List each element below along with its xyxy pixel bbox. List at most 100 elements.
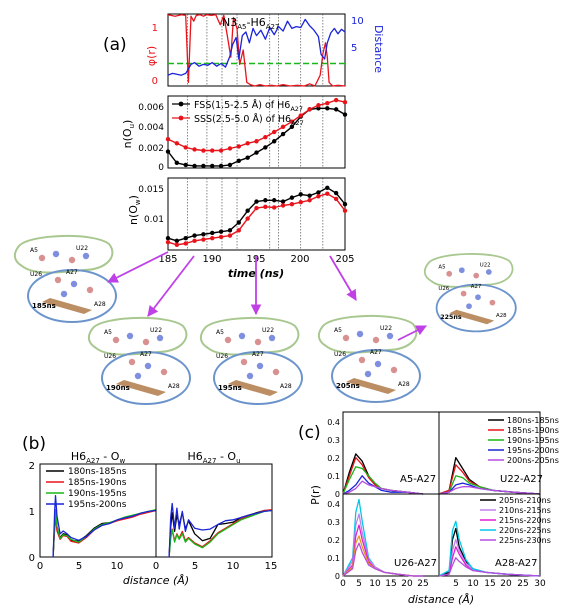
c4-legend-3: 220ns-225ns	[499, 526, 551, 535]
residue-label-a28: A28	[168, 383, 180, 390]
domain-outline-lower	[101, 351, 191, 405]
a3-red-point-0	[165, 239, 171, 245]
b2-series-green	[168, 509, 273, 558]
c3-series-purple	[342, 542, 423, 577]
c1-ytick-1: 0.1	[327, 472, 340, 481]
a2-black-point-7	[227, 162, 233, 168]
b2-xtick-0: 0	[153, 561, 159, 572]
a2-red-point-9	[245, 141, 250, 146]
a1-title: N3A5-H6A27	[222, 16, 279, 31]
b2-title-sub: A27	[203, 457, 217, 465]
residue-label-a27: A27	[252, 351, 264, 358]
a1-ytick-right-0: 5	[351, 43, 357, 54]
snapshot-2: A5 U22 U26 A27 A28 195ns	[199, 317, 303, 405]
atom-0	[38, 254, 46, 262]
c1-ytick-3: 0.3	[327, 436, 340, 445]
residue-label-u26: U26	[104, 353, 116, 360]
b1-series-red	[52, 509, 157, 558]
atom-1	[458, 267, 465, 274]
a3-red-point-19	[333, 196, 339, 202]
c3-xtick-4: 20	[401, 579, 413, 589]
b1-series-black	[52, 509, 157, 558]
a3-red-point-11	[263, 204, 268, 209]
a2-black-point-17	[316, 106, 321, 111]
a2-black-point-5	[210, 163, 215, 169]
atom-0	[446, 270, 453, 277]
c4-label: A28-A27	[495, 558, 538, 569]
b2-title-b: - O	[216, 450, 236, 463]
a2-black-point-8	[236, 158, 241, 163]
a1-ytick-left-0: 0	[152, 76, 158, 87]
a3-ytick-0: 0.01	[144, 215, 164, 225]
domain-outline-upper	[87, 317, 188, 356]
c2-legend: 180ns-185ns 185ns-190ns 190ns-195ns 195n…	[488, 416, 559, 465]
a2-legend-fss: FSS(1.5-2.5 Å) of H6A27	[194, 99, 303, 113]
backbone-ribbon	[228, 380, 278, 396]
c3-xtick-5: 25	[417, 579, 428, 589]
a2-red-point-6	[218, 148, 224, 153]
c4-legend-1: 210ns-215ns	[499, 506, 551, 515]
atom-6	[272, 368, 280, 376]
a3-red-point-17	[316, 194, 321, 199]
residue-label-u26: U26	[334, 351, 346, 358]
c3-ytick-3: 0.3	[327, 518, 340, 527]
a3-red-point-3	[192, 238, 197, 244]
c4-xtick-4: 25	[517, 579, 528, 589]
a3-xtick-1: 190	[202, 254, 221, 265]
residue-label-a5: A5	[104, 329, 112, 336]
b2-xtick-1: 5	[192, 561, 198, 572]
atom-5	[144, 362, 152, 370]
c4-xtick-1: 10	[467, 579, 479, 589]
c3-ytick-2: 0.2	[327, 536, 340, 545]
residue-label-a5: A5	[216, 329, 224, 336]
atom-2	[142, 338, 150, 346]
a3-black-point-11	[263, 198, 268, 203]
transition-arrow-3	[329, 255, 357, 301]
atom-4	[460, 290, 467, 297]
domain-outline-upper	[199, 317, 300, 356]
a2-ytick-0: 0	[158, 163, 164, 173]
atom-1	[52, 250, 60, 258]
residue-label-u22: U22	[480, 263, 491, 269]
a2-red-point-1	[174, 141, 180, 146]
a1-series-blue	[167, 18, 346, 76]
transition-arrow-0	[107, 251, 169, 283]
atom-5	[475, 294, 481, 301]
c3-ytick-4: 0.4	[327, 500, 340, 509]
atom-1	[356, 330, 364, 338]
residue-label-a27: A27	[370, 349, 382, 356]
c1-ylabel: P(r)	[309, 485, 322, 505]
a2-black-point-19	[333, 107, 339, 112]
a2-legend-marker-sss	[178, 115, 184, 121]
a1-title-a: N3	[222, 16, 237, 29]
atom-3	[82, 252, 90, 260]
a1-title-sub-a: A5	[237, 23, 246, 31]
panel-c2: U22-A27 180ns-185ns 185ns-190ns 190ns-19…	[438, 411, 559, 495]
panel-c4-frame	[438, 493, 541, 577]
a2-red-point-5	[210, 148, 215, 153]
b1-ytick-1: 1	[29, 507, 35, 518]
a2-black-point-11	[263, 145, 268, 150]
a1-ytick-right-1: 10	[351, 16, 364, 27]
b2-series-black	[168, 509, 272, 558]
a3-red-point-2	[183, 241, 188, 246]
c3-ytick-1: 0.1	[327, 554, 340, 563]
a2-legend-fss-a: FSS(1.5-2.5 Å) of H6	[194, 99, 290, 111]
domain-outline-lower	[213, 351, 303, 405]
domain-outline-lower	[331, 349, 421, 403]
a2-red-point-15	[298, 113, 303, 118]
c3-label: U26-A27	[394, 558, 437, 569]
c4-legend-0: 205ns-210ns	[499, 496, 551, 505]
domain-outline-upper	[317, 315, 418, 354]
c3-xtick-3: 15	[385, 579, 396, 589]
b1-xtick-0: 0	[37, 561, 43, 572]
atom-0	[112, 336, 120, 344]
a2-black-point-0	[165, 149, 171, 154]
b1-series-green	[52, 508, 157, 558]
a2-black-point-3	[192, 163, 197, 169]
c2-series-purple	[438, 486, 541, 495]
panel-a3: n(Ow) 0.01 0.015 185 190 195 200 205 tim…	[127, 177, 355, 280]
c4-xtick-5: 30	[534, 579, 546, 589]
